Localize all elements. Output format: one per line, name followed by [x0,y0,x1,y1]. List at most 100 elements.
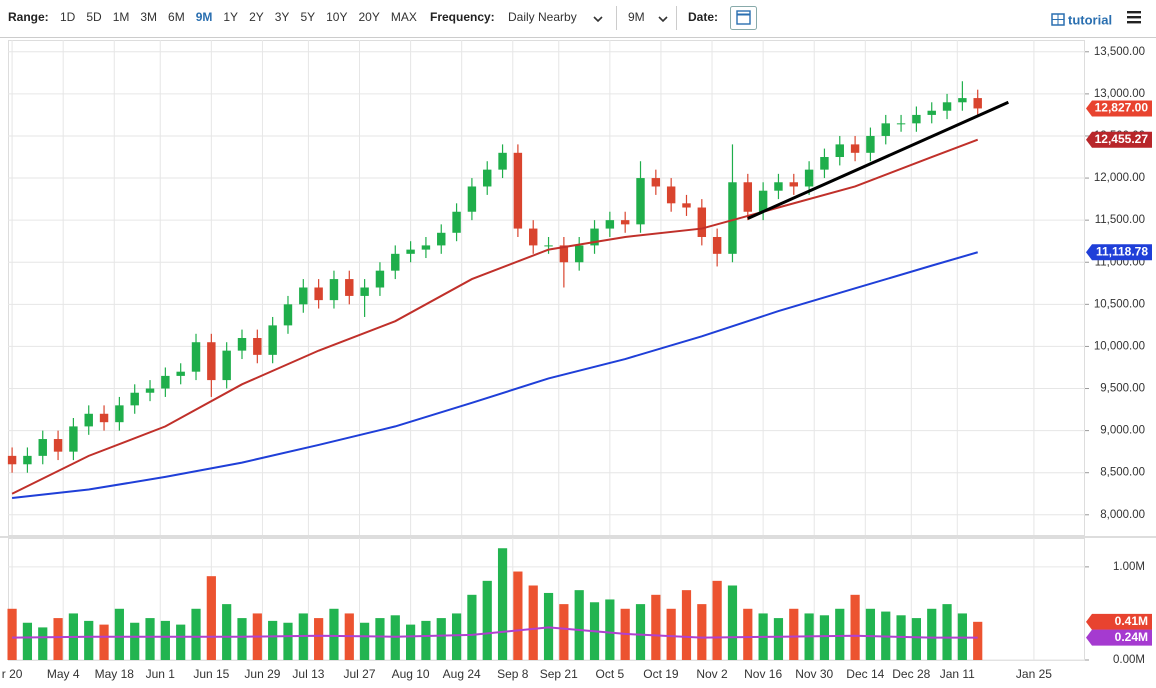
volume-bar [497,548,508,660]
x-tick-label: Nov 2 [696,667,728,681]
range-button[interactable]: 1Y [223,10,238,24]
volume-bar [421,620,431,660]
candle-body [927,110,936,115]
candle-body [513,152,523,229]
range-button[interactable]: 10Y [326,10,347,24]
value-badge-label: 11,118.78 [1096,244,1148,258]
value-badge [1086,629,1152,646]
x-tick-label: Dec 14 [846,667,884,681]
candle-body [636,178,645,225]
candle-body [7,455,17,465]
x-tick-label: Dec 28 [892,667,930,681]
volume-bar [819,615,830,660]
volume-bar [635,604,646,660]
volume-bar [99,624,109,660]
candle-body [345,279,354,296]
candle-body [835,144,844,158]
range-button[interactable]: 1M [113,10,130,24]
x-tick-label: Jun 15 [193,667,229,681]
range-button[interactable]: 20Y [358,10,379,24]
x-tick-label: Jan 11 [940,667,975,681]
volume-bar [176,624,186,660]
candle-body [115,405,124,423]
x-tick-label: Nov 16 [744,667,782,681]
chevron [593,16,603,23]
candle-body [850,144,860,153]
volume-bar [283,622,293,660]
volume-bar [436,618,446,660]
value-badge [1086,613,1152,630]
candle-body [866,135,875,153]
range-button[interactable]: 3M [140,10,157,24]
range-button[interactable]: 6M [168,10,185,24]
range-button[interactable]: 3Y [275,10,290,24]
candle-body [207,342,216,381]
range-button[interactable]: 9M [196,10,213,24]
value-badge [1086,244,1152,261]
volume-bar [528,585,538,660]
volume-bar [206,576,216,660]
volume-bar [114,608,124,660]
range-button[interactable]: 1D [60,10,76,24]
range-button[interactable]: MAX [391,10,417,24]
volume-bar [375,618,385,660]
candle-body [467,186,477,212]
candle-body [53,439,63,452]
candle-body [682,203,691,208]
candle-body [758,190,768,212]
candle-body [268,325,277,355]
x-tick-label: Jun 29 [244,667,280,681]
volume-bar [927,608,937,660]
tutorial-link[interactable]: tutorial [1068,12,1112,27]
y-tick-label: 13,500.00 [1094,46,1145,58]
volume-bar [681,590,692,660]
y-tick-label: 9,000.00 [1100,425,1145,437]
price-panel [8,40,1085,536]
candle-body [222,350,231,381]
volume-bar [743,608,753,660]
value-badge-label: 12,455.27 [1095,132,1149,146]
y-tick-label: 12,000.00 [1094,172,1145,184]
x-tick-label: May 18 [95,667,135,681]
volume-bar [314,618,324,660]
volume-bar [727,585,738,660]
candle-body [804,169,814,187]
menu-button[interactable] [1127,11,1141,24]
candle-body [666,186,676,204]
frequency-select[interactable]: Daily Nearby [508,10,577,24]
x-tick-label: Nov 30 [795,667,833,681]
range-button[interactable]: 2Y [249,10,264,24]
x-tick-label: May 4 [47,667,80,681]
calendar-button[interactable] [730,6,757,30]
range-button[interactable]: 5D [86,10,102,24]
candle-body [437,232,446,246]
candle-body [590,228,599,246]
range-button[interactable]: 5Y [300,10,315,24]
volume-bar [467,594,477,660]
y-tick-label: 8,000.00 [1100,509,1145,521]
volume-bar [130,622,140,660]
volume-bar [22,622,33,660]
candle-body [651,178,661,187]
volume-bar [605,599,615,660]
volume-bar [451,613,462,660]
candle-body [130,392,139,406]
value-badge-label: 0.41M [1115,614,1148,628]
x-tick-label: Jul 27 [343,667,375,681]
volume-bar [712,580,722,660]
x-tick-label: Sep 8 [497,667,529,681]
volume-average [12,626,978,639]
candle-body [38,439,47,456]
x-tick-label: Oct 5 [596,667,625,681]
volume-bar [559,604,569,660]
volume-bar [405,624,416,660]
candle-body [421,245,431,250]
volume-bar [973,621,983,660]
candle-body [299,287,308,305]
candle-body [161,375,170,389]
volume-bar [53,618,63,660]
period-select[interactable]: 9M [628,10,645,24]
candle-body [881,123,890,136]
